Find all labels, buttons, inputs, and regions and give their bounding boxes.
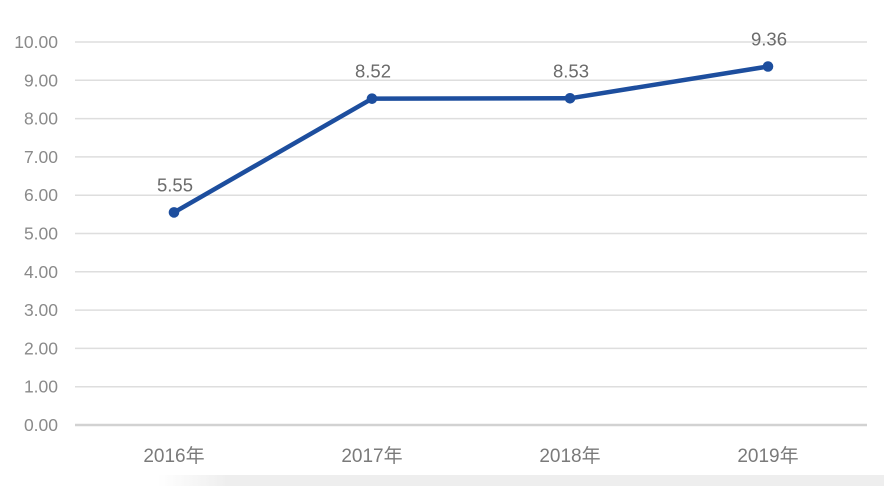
y-tick-label: 0.00 (24, 415, 58, 435)
x-tick-label: 2018年 (539, 445, 600, 467)
y-tick-label: 8.00 (24, 109, 58, 129)
y-tick-label: 2.00 (24, 338, 58, 358)
x-tick-label: 2016年 (143, 445, 204, 467)
data-point-label: 5.55 (157, 174, 193, 195)
y-tick-label: 6.00 (24, 185, 58, 205)
x-tick-label: 2019年 (737, 445, 798, 467)
data-point-label: 8.53 (553, 60, 589, 81)
y-tick-label: 7.00 (24, 147, 58, 167)
data-point-label: 9.36 (751, 29, 787, 50)
x-tick-label: 2017年 (341, 445, 402, 467)
data-point-marker (366, 93, 378, 104)
data-point-label: 8.52 (355, 61, 391, 82)
data-point-marker (762, 61, 774, 72)
y-tick-label: 4.00 (24, 262, 58, 282)
data-point-marker (564, 93, 576, 104)
y-tick-label: 5.00 (24, 224, 58, 244)
y-tick-label: 9.00 (24, 70, 58, 90)
y-tick-label: 10.00 (14, 32, 58, 52)
y-tick-label: 1.00 (24, 377, 58, 397)
bottom-edge-strip (158, 475, 884, 486)
y-tick-label: 3.00 (24, 300, 58, 320)
series-line (171, 64, 771, 215)
data-point-marker (168, 207, 180, 218)
